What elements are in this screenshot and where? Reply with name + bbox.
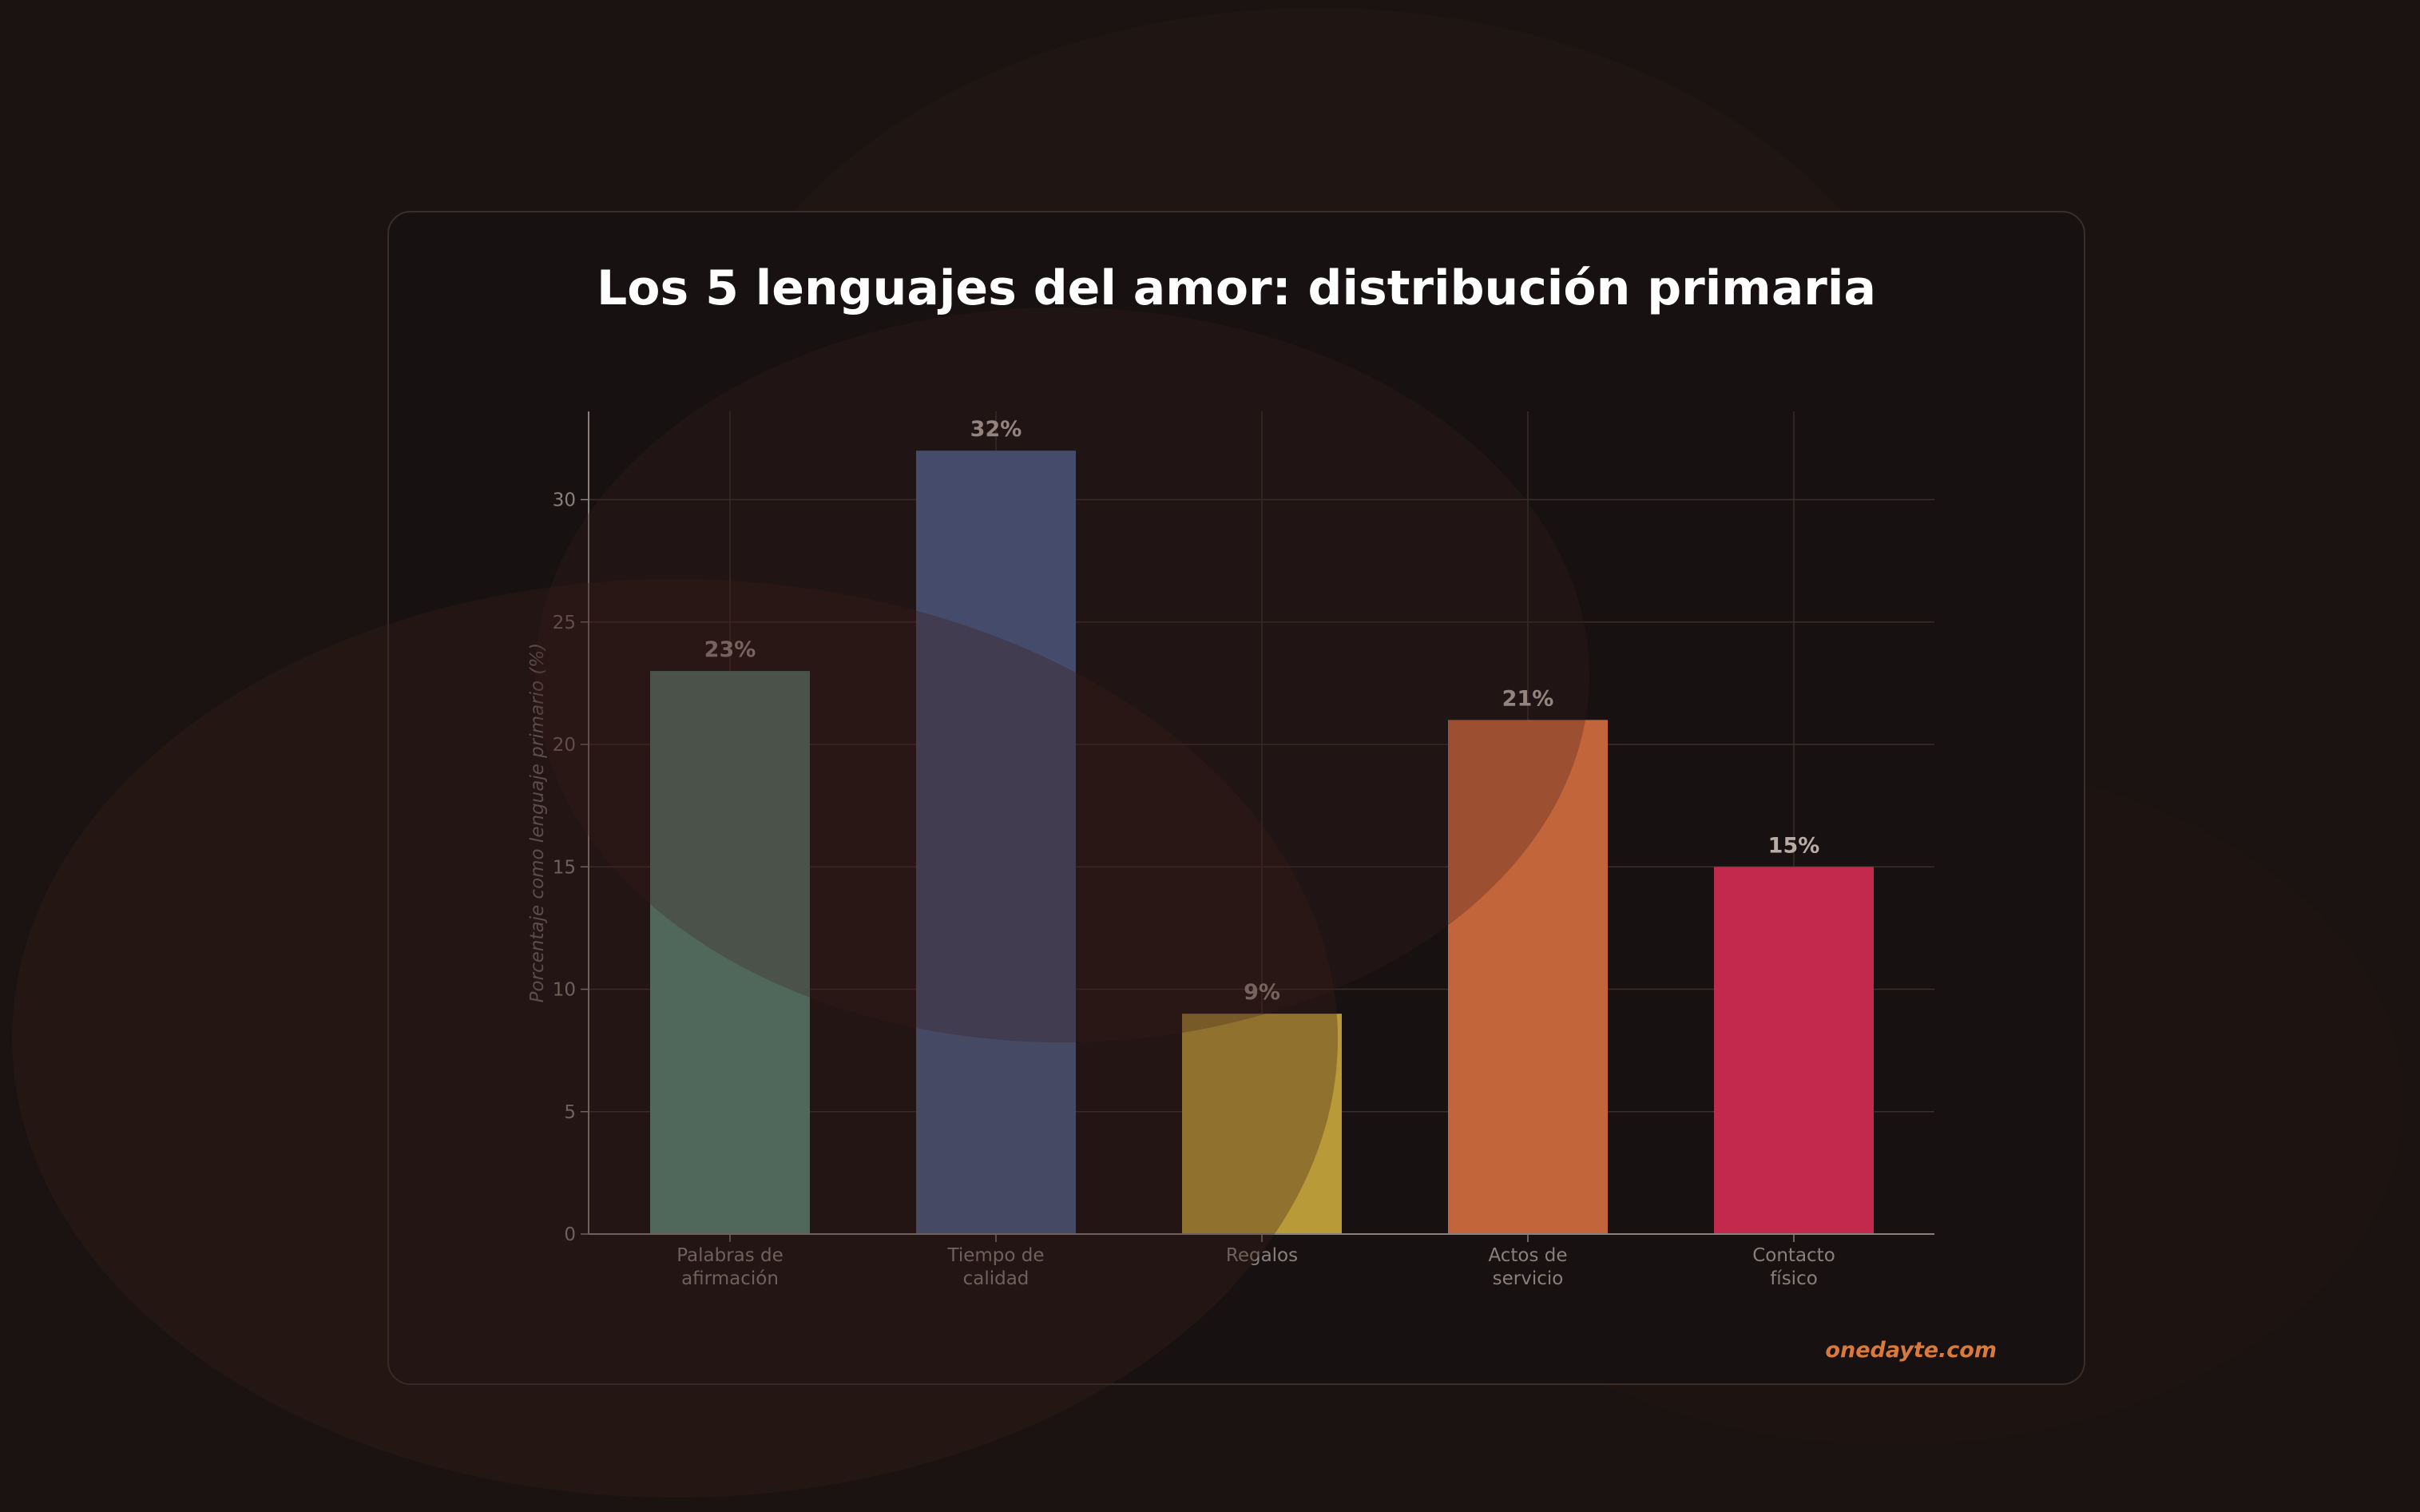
x-tick-label: Actos de <box>1488 1245 1567 1266</box>
bar-value-label: 15% <box>1768 833 1820 858</box>
chart-panel <box>387 211 2085 1385</box>
x-tick-label: Contacto <box>1752 1245 1835 1266</box>
y-axis-label: Porcentaje como lenguaje primario (%) <box>527 643 548 1002</box>
y-tick-label: 5 <box>564 1102 576 1123</box>
y-tick-label: 0 <box>564 1224 576 1245</box>
bar-4 <box>1448 720 1608 1234</box>
overlay-decorations <box>12 308 1589 1498</box>
bar-value-label: 23% <box>704 637 756 662</box>
bar-value-label: 9% <box>1244 980 1280 1005</box>
y-tick-label: 30 <box>553 490 576 511</box>
x-tick-label: físico <box>1770 1268 1818 1289</box>
y-tick-label: 20 <box>553 735 576 756</box>
x-tick-label: servicio <box>1493 1268 1564 1289</box>
x-tick-label: Palabras de <box>676 1245 784 1266</box>
x-tick-label: Regalos <box>1226 1245 1298 1266</box>
bar-3 <box>1182 1014 1342 1234</box>
x-tick-label: calidad <box>963 1268 1029 1289</box>
y-tick-label: 10 <box>553 980 576 1001</box>
bar-value-label: 21% <box>1502 686 1554 711</box>
x-tick-label: afirmación <box>681 1268 779 1289</box>
bar-2 <box>916 450 1076 1234</box>
bar-5 <box>1714 867 1874 1234</box>
chart-title: Los 5 lenguajes del amor: distribución p… <box>597 260 1876 316</box>
watermark: onedayte.com <box>1825 1338 1997 1363</box>
x-tick-label: Tiempo de <box>946 1245 1044 1266</box>
y-tick-label: 15 <box>553 857 576 878</box>
y-tick-label: 25 <box>553 613 576 633</box>
bar-value-label: 32% <box>970 417 1022 442</box>
bar-1 <box>650 671 810 1234</box>
